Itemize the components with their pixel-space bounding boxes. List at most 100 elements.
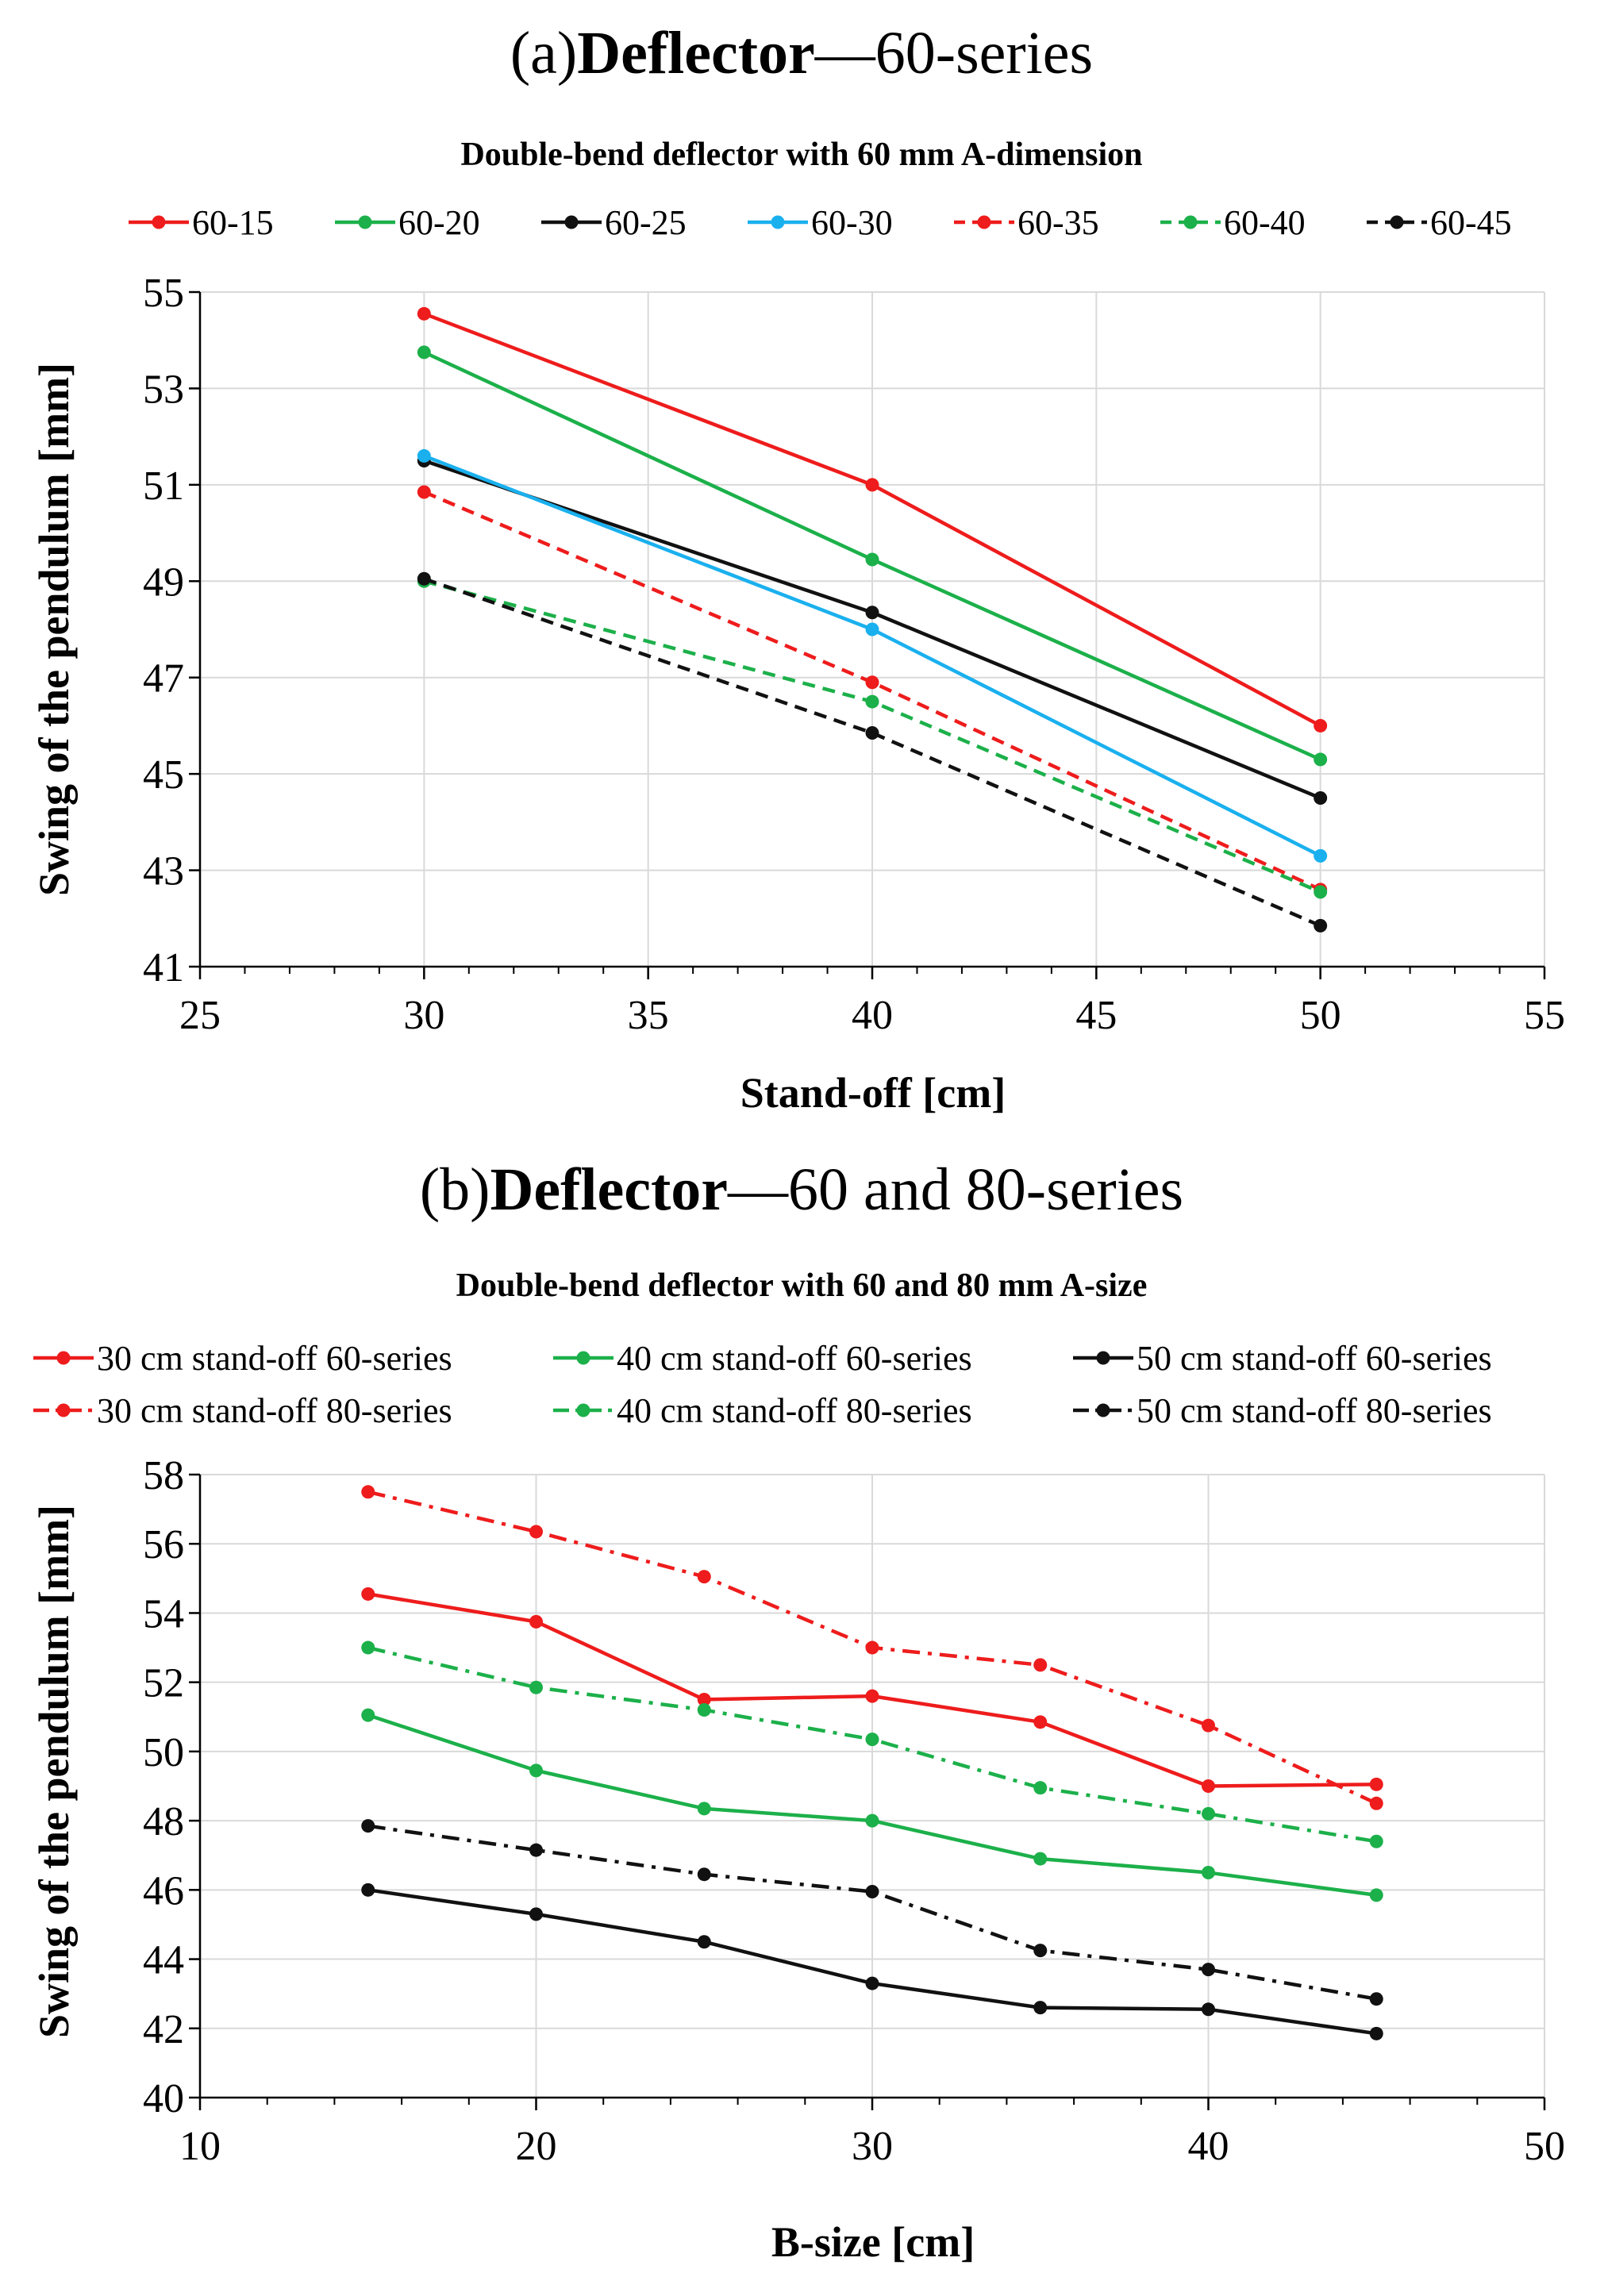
data-point [417,448,431,463]
data-point [697,1935,711,1949]
chart-a-series [417,306,1328,933]
x-tick-label: 35 [628,993,669,1038]
data-point [1369,1834,1383,1848]
data-point [1369,2026,1383,2040]
data-point [1033,1944,1048,1958]
legend-swatch-marker [1390,215,1404,229]
chart-a-xlabel: Stand-off [cm] [740,1069,1006,1117]
data-point [697,1703,711,1717]
x-tick-label: 10 [179,2124,221,2169]
x-tick-label: 50 [1300,993,1341,1038]
data-point [865,1976,879,1990]
legend-label: 60-30 [811,203,893,242]
data-point [1202,1779,1215,1793]
data-point [865,1689,879,1703]
data-point [865,1885,879,1899]
x-tick-label: 40 [1188,2124,1229,2169]
chart-b-tick-labels: 40 42 44 46 48 50 52 54 56 58 10 20 30 40 50 [143,1453,1565,2169]
data-point [361,1708,375,1722]
chart-b-ylabel: Swing of the pendulum [mm] [30,1505,78,2038]
chart-b-axes [189,1473,1546,2110]
y-tick-label: 58 [143,1453,184,1498]
data-point [697,1570,711,1584]
legend-swatch-marker [358,215,372,229]
data-point [1314,752,1328,767]
legend-swatch-marker [56,1403,71,1417]
data-point [417,485,431,499]
y-tick-label: 55 [143,271,184,316]
y-tick-label: 49 [143,560,184,605]
x-tick-label: 25 [179,993,221,1038]
y-tick-label: 52 [143,1661,184,1706]
data-point [1369,1796,1383,1810]
legend-label: 60-25 [605,203,687,242]
data-point [361,1640,375,1655]
legend-label: 30 cm stand-off 80-series [97,1391,452,1430]
x-tick-label: 55 [1524,993,1565,1038]
legend-swatch-marker [152,215,166,229]
data-point [529,1763,543,1778]
y-tick-label: 47 [143,656,184,702]
data-point [1202,2002,1215,2017]
legend-label: 40 cm stand-off 80-series [617,1391,972,1430]
data-point [865,1640,879,1655]
data-point [865,552,879,567]
y-tick-label: 46 [143,1868,184,1913]
chart-b-xlabel: B-size [cm] [771,2218,975,2266]
data-point [361,1485,375,1499]
data-point [1314,848,1328,863]
y-tick-label: 45 [143,752,184,798]
chart-b: Double-bend deflector with 60 and 80 mm … [30,1267,1565,2266]
data-point [697,1692,711,1706]
data-point [529,1614,543,1629]
data-point [1202,1866,1215,1880]
chart-b-series [361,1485,1383,2040]
panel-b-letter: (b) [420,1156,490,1223]
legend-swatch-marker [977,215,991,229]
data-point [1033,1781,1048,1795]
legend-label: 40 cm stand-off 60-series [617,1339,972,1378]
data-point [865,726,879,740]
data-point [865,694,879,709]
data-point [865,1733,879,1747]
panel-a-bold-word: Deflector [577,20,815,87]
data-point [697,1802,711,1816]
data-point [1033,1852,1048,1866]
panel-b-rest: —60 and 80-series [727,1156,1183,1223]
panel-a-letter: (a) [510,20,577,87]
legend-swatch-marker [1096,1351,1110,1365]
x-tick-label: 45 [1075,993,1117,1038]
y-tick-label: 41 [143,945,184,990]
chart-a-ylabel: Swing of the pendulum [mm] [30,363,78,896]
y-tick-label: 53 [143,367,184,412]
chart-a: Double-bend deflector with 60 mm A-dimen… [30,137,1565,1117]
data-point [361,1819,375,1833]
y-tick-label: 44 [143,1938,184,1983]
y-tick-label: 42 [143,2007,184,2052]
legend-label: 60-15 [192,203,274,242]
x-tick-label: 30 [403,993,444,1038]
legend-swatch-marker [576,1403,590,1417]
chart-a-axes [189,290,1546,979]
data-point [529,1680,543,1694]
legend-swatch-marker [576,1351,590,1365]
data-point [1314,718,1328,733]
data-point [1314,791,1328,805]
data-point [1033,2001,1048,2015]
data-point [417,571,431,586]
legend-label: 60-20 [398,203,480,242]
chart-a-legend: 60-15 60-20 60-25 60-30 60-35 60-40 60-45 [129,203,1512,242]
data-point [1314,885,1328,899]
panel-b-title: (b)Deflector—60 and 80-series [420,1156,1183,1223]
legend-label: 60-35 [1017,203,1099,242]
panel-a-rest: —60-series [814,20,1093,87]
chart-b-title: Double-bend deflector with 60 and 80 mm … [456,1267,1148,1304]
data-point [865,478,879,492]
data-point [1202,1806,1215,1821]
chart-b-legend: 30 cm stand-off 60-series 40 cm stand-off… [33,1339,1492,1430]
data-point [417,306,431,321]
data-point [529,1907,543,1921]
legend-label: 30 cm stand-off 60-series [97,1339,452,1378]
data-point [1314,918,1328,933]
